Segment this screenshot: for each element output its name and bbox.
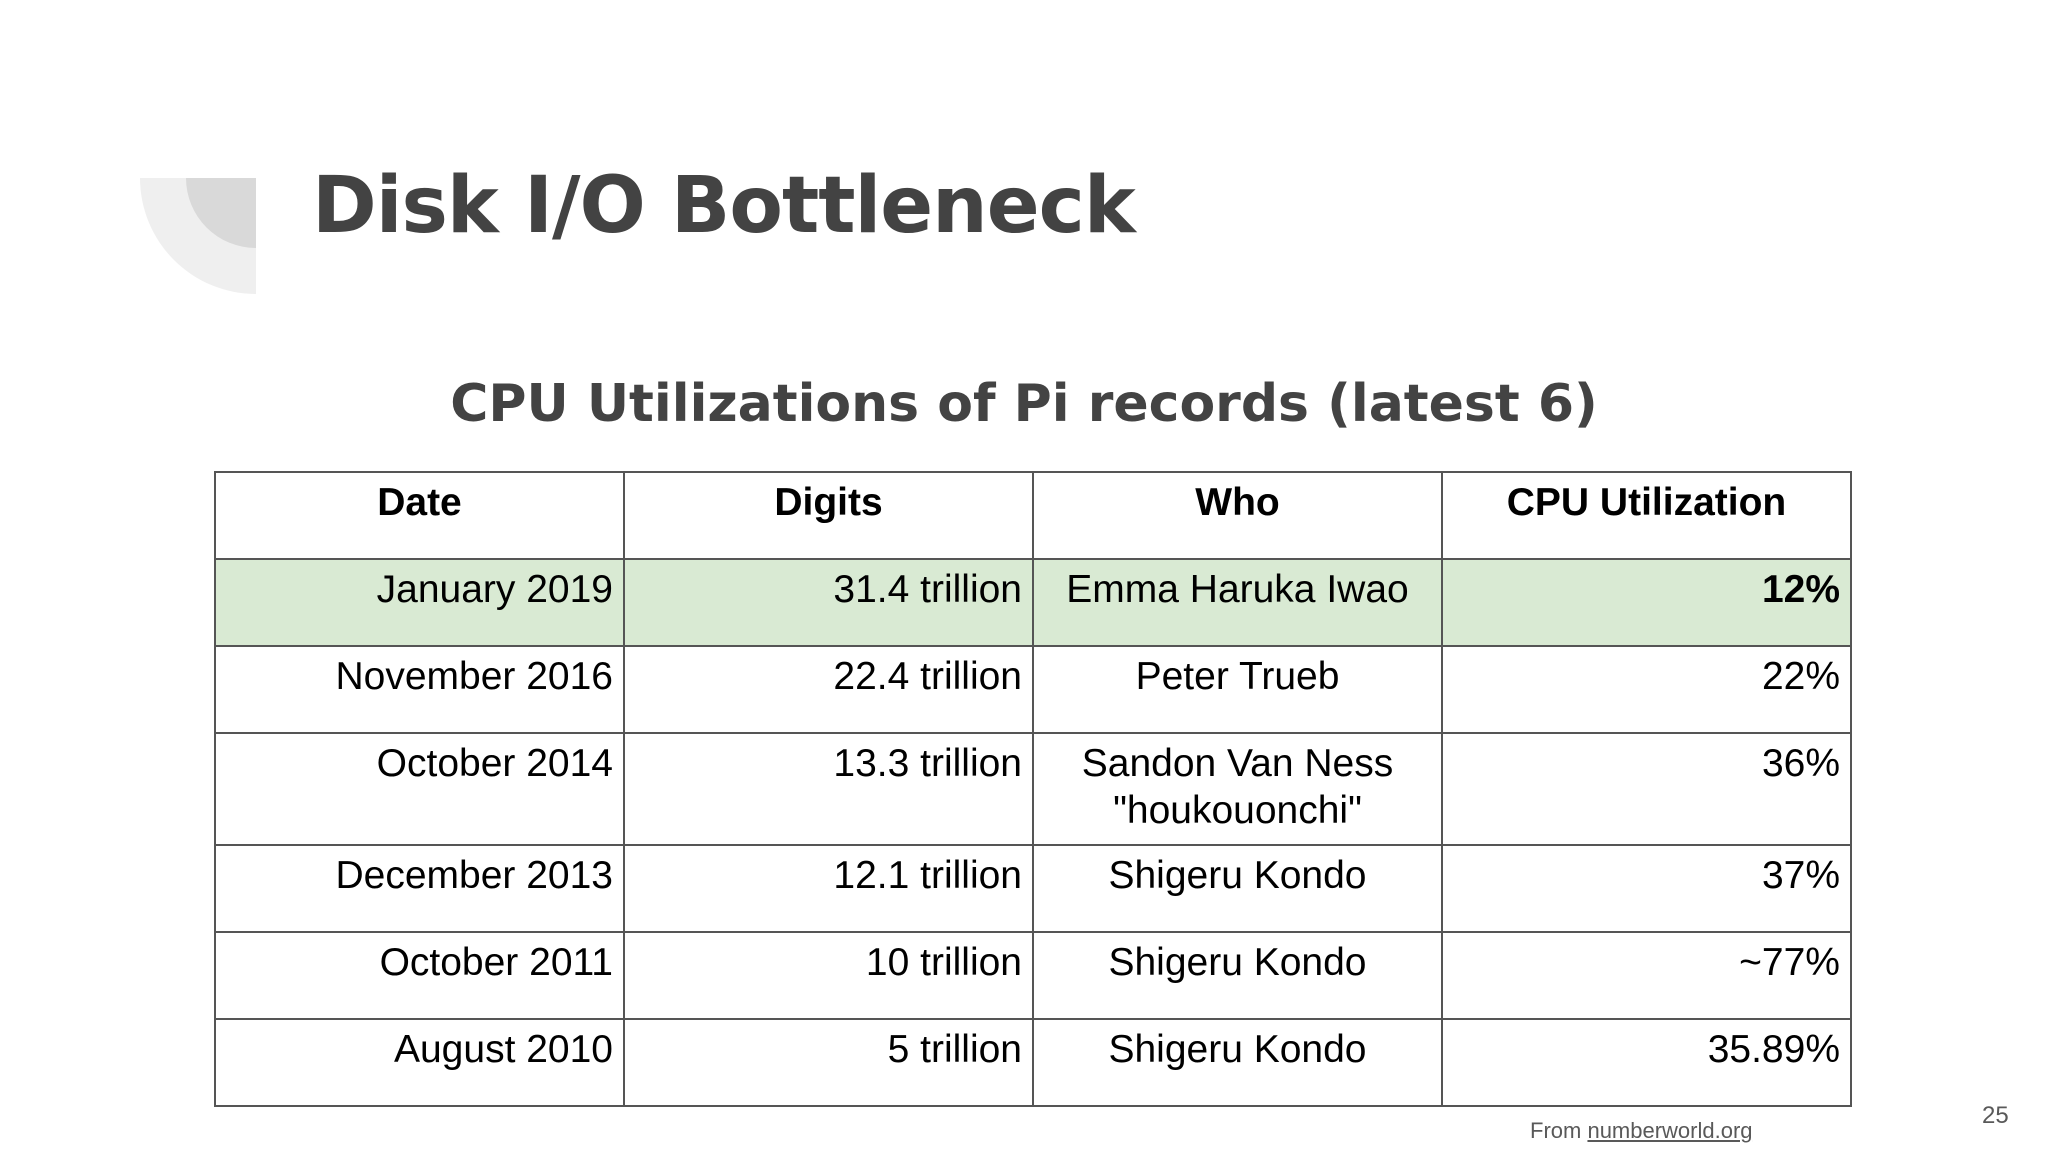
cell-cpu-utilization: 22%: [1441, 645, 1852, 734]
cell-who: Peter Trueb: [1032, 645, 1443, 734]
source-link[interactable]: numberworld.org: [1587, 1118, 1753, 1143]
cell-date: November 2016: [214, 645, 625, 734]
header-cpu-utilization: CPU Utilization: [1441, 471, 1852, 560]
cell-who-line-1: Sandon Van Ness: [1081, 742, 1394, 785]
table-row: October 2011 10 trillion Shigeru Kondo ~…: [214, 931, 1852, 1020]
cell-who: Shigeru Kondo: [1032, 931, 1443, 1020]
cell-cpu-utilization: 37%: [1441, 844, 1852, 933]
table-header-row: Date Digits Who CPU Utilization: [214, 471, 1852, 560]
table-row: December 2013 12.1 trillion Shigeru Kond…: [214, 844, 1852, 933]
cell-cpu-utilization: 12%: [1441, 558, 1852, 647]
source-prefix: From: [1530, 1118, 1582, 1143]
cell-who: Emma Haruka Iwao: [1032, 558, 1443, 647]
table-row: October 2014 13.3 trillion Sandon Van Ne…: [214, 732, 1852, 846]
pi-records-table: Date Digits Who CPU Utilization January …: [214, 471, 1852, 1107]
cell-digits: 31.4 trillion: [623, 558, 1034, 647]
table-row: August 2010 5 trillion Shigeru Kondo 35.…: [214, 1018, 1852, 1107]
cell-digits: 13.3 trillion: [623, 732, 1034, 846]
corner-decoration: [140, 178, 256, 294]
table-caption: CPU Utilizations of Pi records (latest 6…: [450, 374, 1598, 434]
cell-who: Shigeru Kondo: [1032, 1018, 1443, 1107]
header-date: Date: [214, 471, 625, 560]
cell-cpu-utilization: ~77%: [1441, 931, 1852, 1020]
cell-date: October 2011: [214, 931, 625, 1020]
slide-title: Disk I/O Bottleneck: [312, 161, 1136, 251]
page-number: 25: [1982, 1102, 2009, 1129]
cell-cpu-utilization: 36%: [1441, 732, 1852, 846]
table-row: January 2019 31.4 trillion Emma Haruka I…: [214, 558, 1852, 647]
cell-digits: 10 trillion: [623, 931, 1034, 1020]
cell-digits: 22.4 trillion: [623, 645, 1034, 734]
cell-digits: 5 trillion: [623, 1018, 1034, 1107]
cell-who: Shigeru Kondo: [1032, 844, 1443, 933]
cell-digits: 12.1 trillion: [623, 844, 1034, 933]
table-row: November 2016 22.4 trillion Peter Trueb …: [214, 645, 1852, 734]
cell-cpu-utilization: 35.89%: [1441, 1018, 1852, 1107]
cell-date: October 2014: [214, 732, 625, 846]
header-digits: Digits: [623, 471, 1034, 560]
source-note: From numberworld.org: [1530, 1118, 1753, 1144]
cell-date: December 2013: [214, 844, 625, 933]
cell-date: August 2010: [214, 1018, 625, 1107]
cell-who-line-2: "houkouonchi": [1113, 789, 1362, 832]
header-who: Who: [1032, 471, 1443, 560]
cell-who: Sandon Van Ness "houkouonchi": [1032, 732, 1443, 846]
cell-date: January 2019: [214, 558, 625, 647]
